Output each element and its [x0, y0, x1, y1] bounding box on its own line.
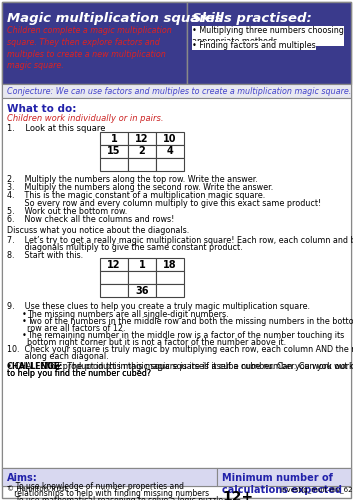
- Text: 10: 10: [163, 134, 177, 143]
- Text: 3.    Multiply the numbers along the second row. Write the answer.: 3. Multiply the numbers along the second…: [7, 183, 273, 192]
- Text: 15: 15: [107, 146, 121, 156]
- FancyBboxPatch shape: [187, 2, 351, 84]
- Text: 1.    Look at this square: 1. Look at this square: [7, 124, 106, 133]
- FancyBboxPatch shape: [100, 284, 128, 297]
- Text: bottom right corner but it is not a factor of the number above it.: bottom right corner but it is not a fact…: [27, 338, 286, 347]
- Text: along each diagonal.: along each diagonal.: [7, 352, 109, 361]
- FancyBboxPatch shape: [2, 468, 351, 486]
- FancyBboxPatch shape: [156, 258, 184, 271]
- Text: Discuss what you notice about the diagonals.: Discuss what you notice about the diagon…: [7, 226, 189, 235]
- Text: Skills practised:: Skills practised:: [192, 12, 312, 25]
- Text: Children work individually or in pairs.: Children work individually or in pairs.: [7, 114, 163, 123]
- FancyBboxPatch shape: [128, 284, 156, 297]
- Text: investig_mult-div_6277: investig_mult-div_6277: [280, 486, 353, 493]
- FancyBboxPatch shape: [100, 258, 128, 271]
- FancyBboxPatch shape: [100, 145, 128, 158]
- Text: row are all factors of 12.: row are all factors of 12.: [27, 324, 126, 333]
- Text: 12+: 12+: [222, 490, 253, 500]
- Text: diagonals multiply to give the same constant product.: diagonals multiply to give the same cons…: [7, 243, 243, 252]
- FancyBboxPatch shape: [100, 271, 128, 284]
- Text: 6.    Now check all the columns and rows!: 6. Now check all the columns and rows!: [7, 215, 174, 224]
- Text: –  To use mathematical reasoning to solve a logic puzzle: – To use mathematical reasoning to solve…: [7, 496, 223, 500]
- Text: •: •: [22, 331, 27, 340]
- FancyBboxPatch shape: [100, 132, 128, 145]
- Text: 1: 1: [139, 260, 145, 270]
- Text: © Hamilton Trust: © Hamilton Trust: [7, 486, 67, 492]
- FancyBboxPatch shape: [2, 468, 217, 486]
- Text: Conjecture: We can use factors and multiples to create a multiplication magic sq: Conjecture: We can use factors and multi…: [7, 86, 351, 96]
- FancyBboxPatch shape: [217, 468, 351, 486]
- FancyBboxPatch shape: [2, 84, 351, 98]
- Text: So every row and every column multiply to give this exact same product!: So every row and every column multiply t…: [7, 199, 321, 208]
- Text: Children complete a magic multiplication
square. They then explore factors and
m: Children complete a magic multiplication…: [7, 26, 172, 70]
- Text: CHALLENGE:: CHALLENGE:: [7, 362, 64, 371]
- Text: relationships to help with finding missing numbers: relationships to help with finding missi…: [7, 489, 209, 498]
- Text: The product in this magic square is itself a cube number. Can you work out its f: The product in this magic square is itse…: [43, 362, 353, 371]
- Text: The remaining number in the middle row is a factor of the number touching its: The remaining number in the middle row i…: [27, 331, 344, 340]
- FancyBboxPatch shape: [128, 145, 156, 158]
- Text: 10.  Check your square is truly magic by multiplying each row, each column AND t: 10. Check your square is truly magic by …: [7, 345, 353, 354]
- FancyBboxPatch shape: [2, 2, 187, 84]
- Text: 2: 2: [139, 146, 145, 156]
- FancyBboxPatch shape: [156, 132, 184, 145]
- Text: 18: 18: [163, 260, 177, 270]
- Text: to help you find the number cubed?: to help you find the number cubed?: [7, 369, 151, 378]
- Text: 2.    Multiply the numbers along the top row. Write the answer.: 2. Multiply the numbers along the top ro…: [7, 175, 258, 184]
- Text: 7.    Let’s try to get a really magic multiplication square! Each row, each colu: 7. Let’s try to get a really magic multi…: [7, 236, 353, 245]
- Text: •: •: [22, 317, 27, 326]
- Text: 5.    Work out the bottom row.: 5. Work out the bottom row.: [7, 207, 127, 216]
- FancyBboxPatch shape: [128, 258, 156, 271]
- Text: 1: 1: [110, 134, 118, 143]
- FancyBboxPatch shape: [128, 271, 156, 284]
- Text: 36: 36: [135, 286, 149, 296]
- Text: 12: 12: [135, 134, 149, 143]
- Text: Minimum number of
calculations expected: Minimum number of calculations expected: [222, 473, 342, 494]
- Text: The missing numbers are all single-digit numbers.: The missing numbers are all single-digit…: [27, 310, 229, 319]
- Text: 8.    Start with this.: 8. Start with this.: [7, 251, 83, 260]
- FancyBboxPatch shape: [156, 158, 184, 171]
- Text: • Finding factors and multiples: • Finding factors and multiples: [192, 41, 316, 50]
- FancyBboxPatch shape: [156, 271, 184, 284]
- Text: 4: 4: [167, 146, 173, 156]
- Text: What to do:: What to do:: [7, 104, 76, 114]
- FancyBboxPatch shape: [128, 158, 156, 171]
- FancyBboxPatch shape: [2, 98, 351, 468]
- Text: 9.    Use these clues to help you create a truly magic multiplication square.: 9. Use these clues to help you create a …: [7, 302, 310, 311]
- FancyBboxPatch shape: [156, 145, 184, 158]
- Text: –  To use knowledge of number properties and: – To use knowledge of number properties …: [7, 482, 184, 491]
- Text: Aims:: Aims:: [7, 473, 38, 483]
- Text: • Multiplying three numbers choosing
appropriate methods: • Multiplying three numbers choosing app…: [192, 26, 344, 46]
- Text: 4.    This is the magic constant of a multiplication magic square.: 4. This is the magic constant of a multi…: [7, 191, 265, 200]
- Text: Magic multiplication squares: Magic multiplication squares: [7, 12, 223, 25]
- Text: • CHALLENGE: The product in this magic square is itself a cube number. Can you w: • CHALLENGE: The product in this magic s…: [7, 362, 353, 371]
- FancyBboxPatch shape: [156, 284, 184, 297]
- Text: Two of the numbers in the middle row and both the missing numbers in the bottom: Two of the numbers in the middle row and…: [27, 317, 353, 326]
- FancyBboxPatch shape: [100, 158, 128, 171]
- Text: 12: 12: [107, 260, 121, 270]
- FancyBboxPatch shape: [128, 132, 156, 145]
- Text: to help you find the number cubed?: to help you find the number cubed?: [7, 369, 151, 378]
- Text: •: •: [22, 310, 27, 319]
